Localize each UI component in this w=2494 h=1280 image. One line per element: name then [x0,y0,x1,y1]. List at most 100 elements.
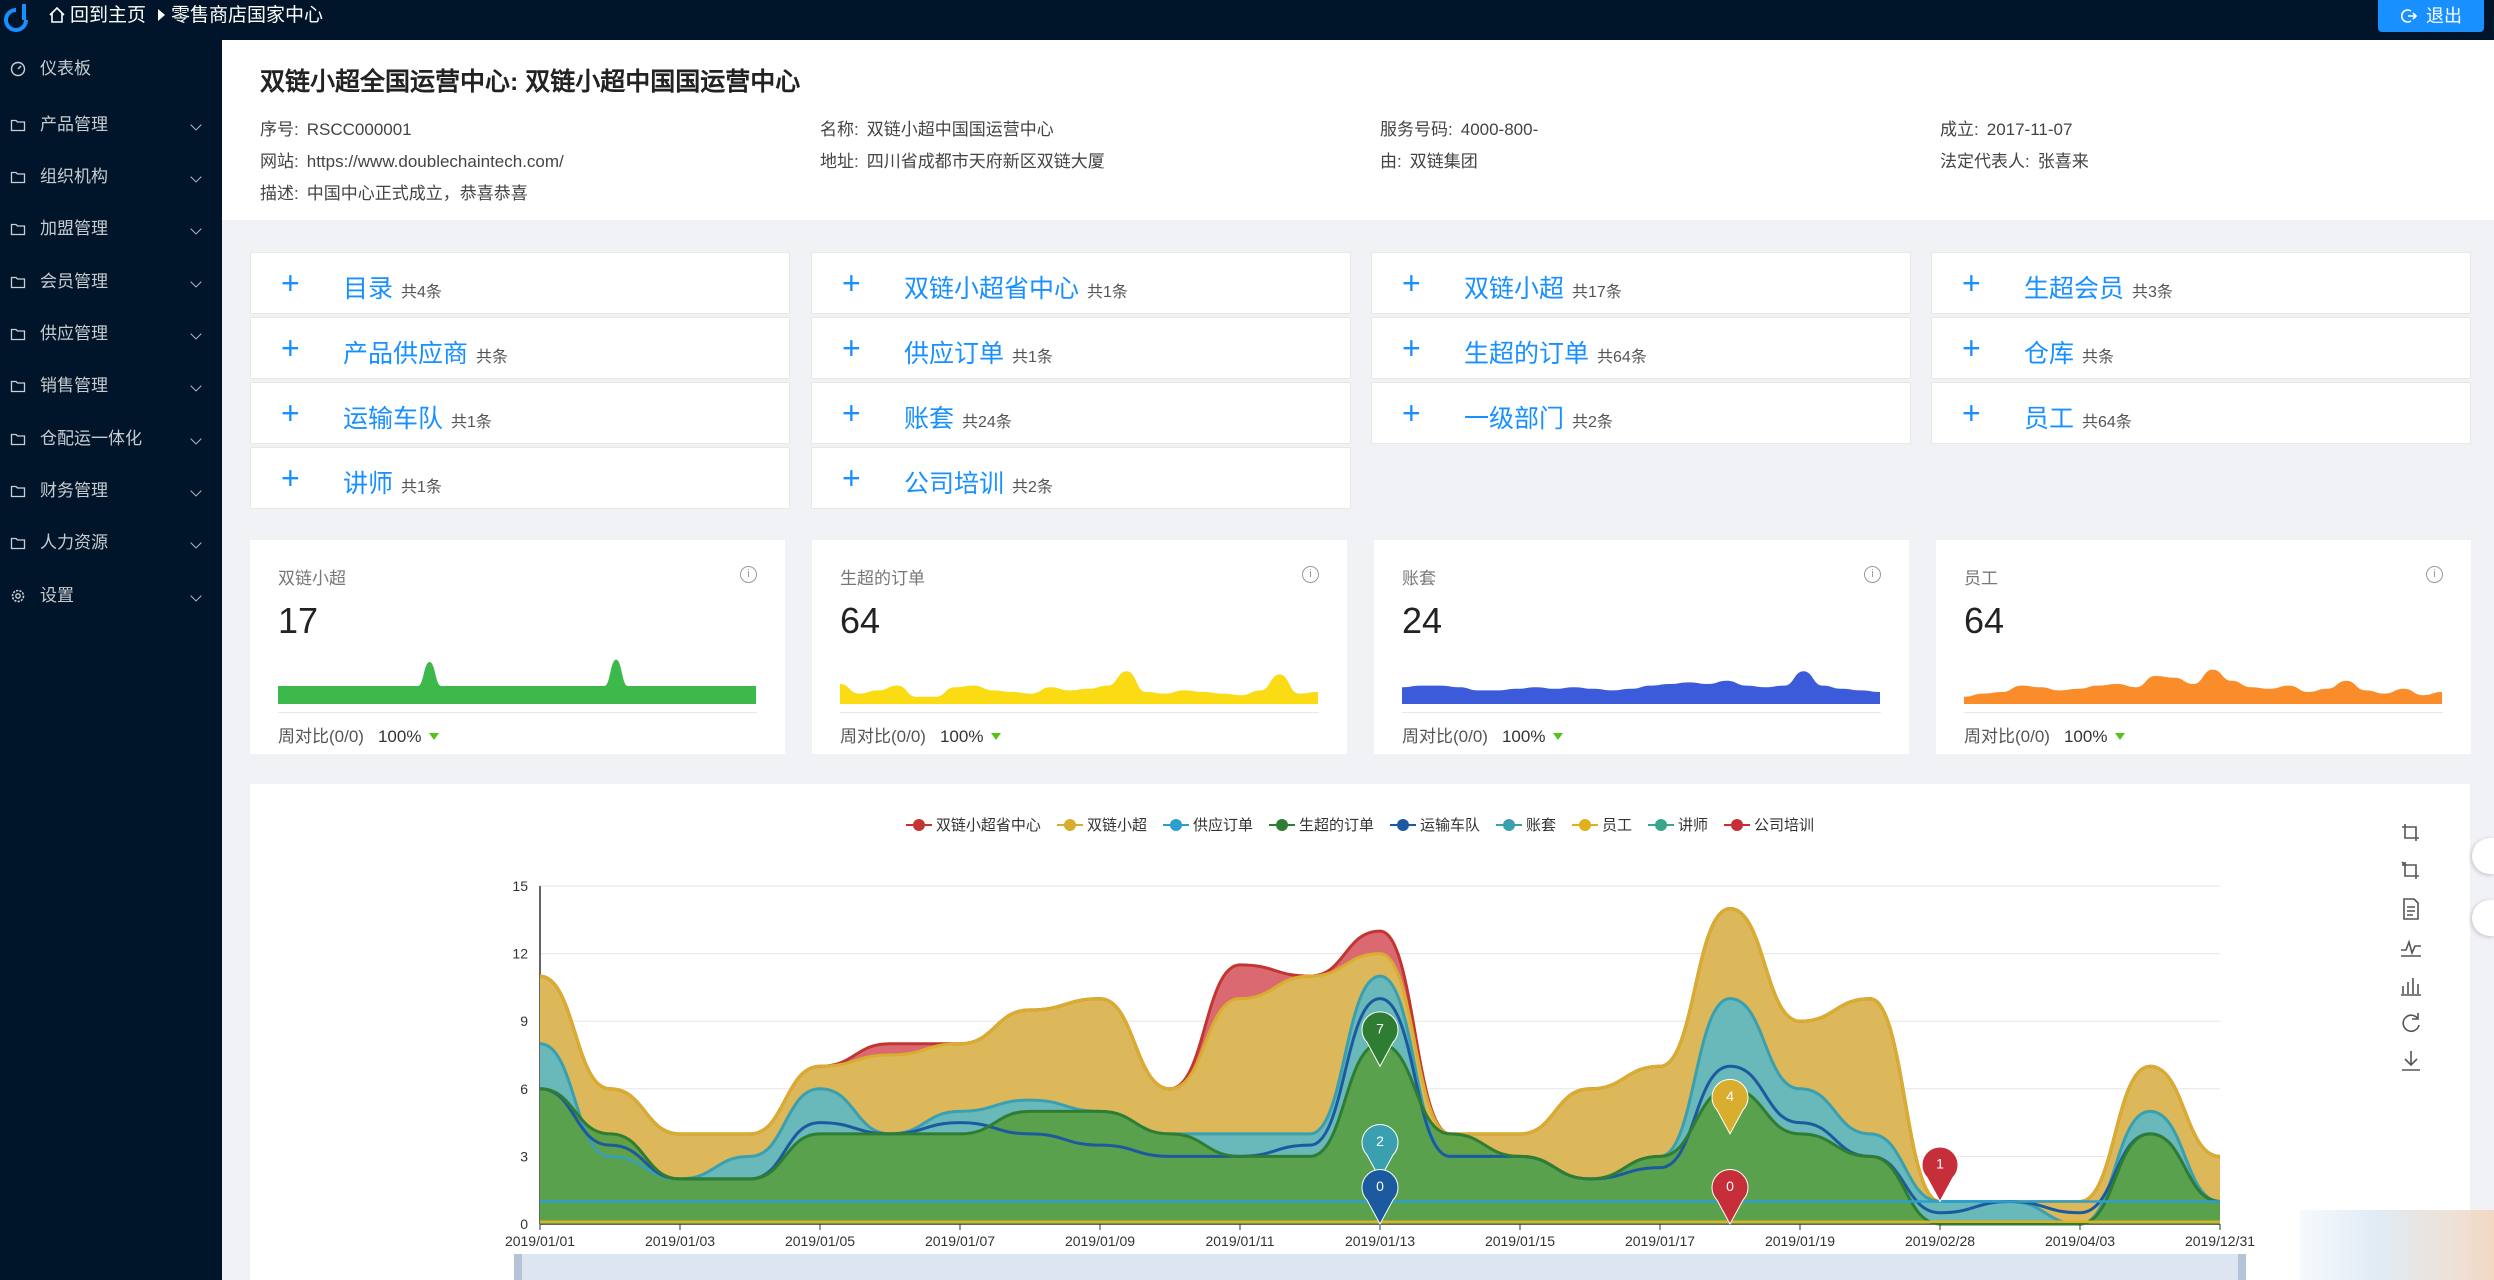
quick-card[interactable]: + 讲师 共1条 [250,447,790,509]
quick-card[interactable]: + 员工 共64条 [1931,382,2471,444]
quick-card-label[interactable]: 讲师 共1条 [343,464,442,500]
quick-card-label[interactable]: 供应订单 共1条 [904,334,1053,370]
quick-card-label[interactable]: 产品供应商 共条 [343,334,508,370]
quick-card[interactable]: + 生超会员 共3条 [1931,252,2471,314]
plus-icon[interactable]: + [1402,330,1421,366]
quick-card-title[interactable]: 员工 [2024,405,2075,433]
download-icon[interactable] [2398,1048,2424,1074]
floating-helper-button[interactable] [2472,838,2494,874]
plus-icon[interactable]: + [842,395,861,431]
legend-item[interactable]: 双链小超 [1056,814,1147,835]
quick-card-title[interactable]: 产品供应商 [343,340,469,368]
quick-card-label[interactable]: 生超会员 共3条 [2024,269,2173,305]
quick-card-title[interactable]: 讲师 [343,470,394,498]
sidebar-item-9[interactable]: 人力资源 [0,523,222,563]
quick-card-title[interactable]: 公司培训 [904,470,1005,498]
quick-card-title[interactable]: 双链小超 [1464,275,1565,303]
quick-card-title[interactable]: 运输车队 [343,405,444,433]
quick-card-title[interactable]: 仓库 [2024,340,2075,368]
legend-item[interactable]: 生超的订单 [1268,814,1374,835]
quick-card-title[interactable]: 目录 [343,275,394,303]
quick-card-label[interactable]: 双链小超 共17条 [1464,269,1622,305]
plus-icon[interactable]: + [1402,395,1421,431]
quick-card[interactable]: + 账套 共24条 [811,382,1351,444]
data-marker-pin[interactable]: 0 [1361,1169,1399,1226]
sidebar-item-5[interactable]: 供应管理 [0,314,222,354]
zoom-reset-icon[interactable] [2398,858,2424,884]
data-marker-pin[interactable]: 4 [1711,1078,1749,1135]
floating-doc-button[interactable] [2472,900,2494,936]
line-chart-icon[interactable] [2398,934,2424,960]
quick-card-label[interactable]: 账套 共24条 [904,399,1012,435]
sidebar-item-0[interactable]: 仪表板 [0,49,222,89]
legend-item[interactable]: 员工 [1572,814,1632,835]
quick-card-title[interactable]: 账套 [904,405,955,433]
plus-icon[interactable]: + [1962,395,1981,431]
info-icon[interactable]: i [1864,566,1881,583]
quick-card[interactable]: + 产品供应商 共条 [250,317,790,379]
sidebar-item-10[interactable]: 设置 [0,576,222,616]
legend-item[interactable]: 公司培训 [1724,814,1814,835]
quick-card[interactable]: + 双链小超 共17条 [1371,252,1911,314]
plus-icon[interactable]: + [281,330,300,366]
plus-icon[interactable]: + [281,265,300,301]
quick-card[interactable]: + 生超的订单 共64条 [1371,317,1911,379]
plus-icon[interactable]: + [842,265,861,301]
sidebar-item-8[interactable]: 财务管理 [0,471,222,511]
plus-icon[interactable]: + [1402,265,1421,301]
quick-card[interactable]: + 供应订单 共1条 [811,317,1351,379]
restore-icon[interactable] [2398,1010,2424,1036]
quick-card[interactable]: + 双链小超省中心 共1条 [811,252,1351,314]
quick-card[interactable]: + 公司培训 共2条 [811,447,1351,509]
legend-item[interactable]: 账套 [1496,814,1556,835]
legend-item[interactable]: 双链小超省中心 [905,814,1041,835]
data-marker-pin[interactable]: 7 [1361,1011,1399,1068]
home-link[interactable]: 回到主页 [48,0,146,32]
info-icon[interactable]: i [2426,566,2443,583]
plus-icon[interactable]: + [281,460,300,496]
legend-item[interactable]: 供应订单 [1162,814,1253,835]
quick-card-title[interactable]: 生超会员 [2024,275,2125,303]
sidebar-item-2[interactable]: 组织机构 [0,157,222,197]
quick-card-title[interactable]: 生超的订单 [1464,340,1590,368]
legend-item[interactable]: 讲师 [1648,814,1708,835]
quick-card-label[interactable]: 运输车队 共1条 [343,399,492,435]
plus-icon[interactable]: + [1962,330,1981,366]
quick-card-label[interactable]: 员工 共64条 [2024,399,2132,435]
zoom-handle-right[interactable] [2238,1254,2246,1280]
data-marker-pin[interactable]: 1 [1921,1146,1959,1203]
quick-card[interactable]: + 运输车队 共1条 [250,382,790,444]
sidebar-item-4[interactable]: 会员管理 [0,262,222,302]
info-icon[interactable]: i [740,566,757,583]
data-marker-pin[interactable]: 0 [1711,1169,1749,1226]
quick-card-label[interactable]: 生超的订单 共64条 [1464,334,1647,370]
quick-card[interactable]: + 目录 共4条 [250,252,790,314]
quick-card-title[interactable]: 供应订单 [904,340,1005,368]
sidebar-item-3[interactable]: 加盟管理 [0,209,222,249]
zoom-handle-left[interactable] [514,1254,522,1280]
quick-card-label[interactable]: 一级部门 共2条 [1464,399,1613,435]
app-logo-icon[interactable] [2,2,32,38]
sidebar-item-6[interactable]: 销售管理 [0,366,222,406]
quick-card-label[interactable]: 公司培训 共2条 [904,464,1053,500]
quick-card-title[interactable]: 一级部门 [1464,405,1565,433]
logout-button[interactable]: 退出 [2378,0,2484,32]
data-view-icon[interactable] [2398,896,2424,922]
sidebar-item-7[interactable]: 仓配运一体化 [0,419,222,459]
data-marker-pin[interactable]: 2 [1361,1123,1399,1180]
quick-card-label[interactable]: 双链小超省中心 共1条 [904,269,1128,305]
legend-item[interactable]: 运输车队 [1389,814,1480,835]
plus-icon[interactable]: + [281,395,300,431]
data-zoom-slider[interactable] [520,1254,2240,1280]
quick-card[interactable]: + 仓库 共条 [1931,317,2471,379]
quick-card-title[interactable]: 双链小超省中心 [904,275,1080,303]
info-icon[interactable]: i [1302,566,1319,583]
quick-card-label[interactable]: 目录 共4条 [343,269,442,305]
zoom-icon[interactable] [2398,820,2424,846]
sidebar-item-1[interactable]: 产品管理 [0,105,222,145]
plus-icon[interactable]: + [842,460,861,496]
plus-icon[interactable]: + [842,330,861,366]
plus-icon[interactable]: + [1962,265,1981,301]
bar-chart-icon[interactable] [2398,972,2424,998]
quick-card[interactable]: + 一级部门 共2条 [1371,382,1911,444]
